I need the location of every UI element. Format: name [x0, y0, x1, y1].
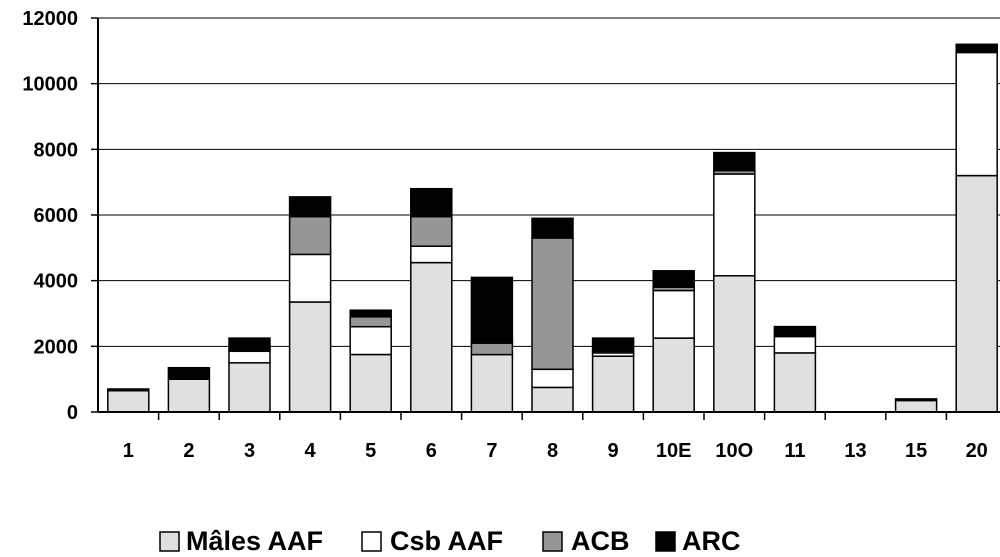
- legend: Mâles AAF Csb AAF ACB ARC: [159, 526, 741, 556]
- x-tick-label: 20: [966, 440, 988, 462]
- bar-segment-series-0: [349, 353, 392, 413]
- x-tick-label: 5: [365, 440, 376, 462]
- bar-segment-series-0: [167, 378, 211, 413]
- x-tick-label: 8: [547, 440, 558, 462]
- bar-segment-series-2: [470, 342, 514, 356]
- bar-segment-series-0: [955, 174, 998, 413]
- x-tick-label: 13: [844, 440, 866, 462]
- legend-label-series-1: Csb AAF: [390, 526, 503, 556]
- y-tick-label: 0: [67, 402, 78, 424]
- bar-segment-series-0: [288, 301, 332, 413]
- bar-segment-series-0: [410, 261, 453, 413]
- bar-segment-series-1: [228, 350, 271, 364]
- bar-segment-series-3: [955, 43, 998, 54]
- bar-segment-series-1: [410, 245, 453, 264]
- bar-segment-series-2: [349, 316, 392, 328]
- bar-segment-series-3: [228, 337, 271, 351]
- bar-segment-series-3: [410, 187, 453, 218]
- bar-segment-series-0: [652, 337, 695, 413]
- x-tick-label: 7: [486, 440, 497, 462]
- bar-segment-series-1: [955, 51, 998, 177]
- bar-segment-series-3: [288, 196, 332, 218]
- legend-swatch-series-0: [159, 531, 180, 552]
- bar-segment-series-1: [349, 325, 392, 356]
- bar-segment-series-0: [107, 389, 150, 413]
- bar-segment-series-3: [773, 325, 817, 338]
- bar-segment-series-3: [894, 398, 938, 402]
- x-tick-label: 4: [305, 440, 317, 462]
- bar-segment-series-1: [652, 289, 695, 339]
- x-axis-ticks: 1 2 3 4 5 6 7 8 9 10E 10O 11 13 15 20: [123, 412, 988, 462]
- legend-label-series-0: Mâles AAF: [186, 526, 323, 556]
- bar-segment-series-2: [288, 215, 332, 256]
- y-tick-label: 2000: [34, 336, 79, 358]
- y-tick-label: 8000: [34, 139, 79, 161]
- bar-segment-series-3: [349, 309, 392, 318]
- bar-segment-series-3: [531, 217, 574, 239]
- gridlines: [98, 17, 1000, 347]
- bar-segment-series-0: [531, 386, 574, 413]
- x-tick-label: 15: [905, 440, 927, 462]
- x-tick-label: 10O: [715, 440, 753, 462]
- bar-segment-series-3: [167, 366, 211, 380]
- bar-segment-series-3: [713, 151, 756, 172]
- bar-segment-series-2: [531, 237, 574, 371]
- x-tick-label: 9: [608, 440, 619, 462]
- bar-segment-series-1: [773, 335, 817, 354]
- bar-segment-series-0: [894, 399, 938, 413]
- x-tick-label: 1: [123, 440, 134, 462]
- bar-segment-series-0: [591, 355, 635, 413]
- bar-segment-series-3: [652, 270, 695, 288]
- y-tick-label: 12000: [22, 8, 78, 30]
- bar-segment-series-3: [591, 337, 635, 352]
- y-tick-label: 4000: [34, 271, 79, 293]
- bar-segment-series-1: [288, 253, 332, 303]
- bar-segment-series-3: [470, 276, 514, 344]
- y-tick-label: 10000: [22, 74, 78, 96]
- bar-segment-series-1: [531, 368, 574, 389]
- x-tick-label: 6: [426, 440, 437, 462]
- legend-swatch-series-2: [542, 531, 563, 552]
- x-tick-label: 10E: [656, 440, 692, 462]
- legend-swatch-series-1: [361, 531, 382, 552]
- bar-segment-series-0: [713, 274, 756, 413]
- bar-segment-series-0: [228, 362, 271, 413]
- bar-segment-series-2: [410, 215, 453, 247]
- legend-swatch-series-3: [655, 531, 676, 552]
- y-axis-ticks: 0 2000 4000 6000 8000 10000 12000: [22, 8, 98, 424]
- x-tick-label: 11: [784, 440, 805, 462]
- bar-segment-series-0: [470, 353, 514, 413]
- x-tick-label: 3: [244, 440, 255, 462]
- bar-segment-series-3: [107, 388, 150, 392]
- legend-label-series-3: ARC: [682, 526, 741, 556]
- y-tick-label: 6000: [34, 205, 79, 227]
- bars: [107, 43, 998, 413]
- x-tick-label: 2: [183, 440, 194, 462]
- legend-label-series-2: ACB: [571, 526, 630, 556]
- bar-segment-series-0: [773, 352, 817, 413]
- bar-segment-series-1: [713, 173, 756, 277]
